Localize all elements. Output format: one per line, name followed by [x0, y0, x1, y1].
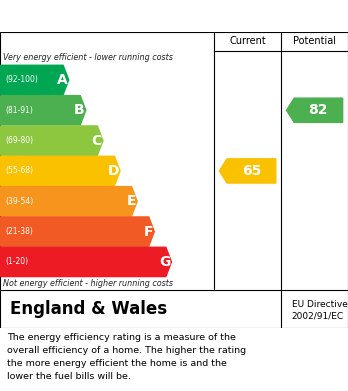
Text: Not energy efficient - higher running costs: Not energy efficient - higher running co…	[3, 279, 174, 288]
Text: England & Wales: England & Wales	[10, 300, 168, 318]
Polygon shape	[1, 96, 86, 125]
Text: EU Directive: EU Directive	[292, 300, 348, 309]
Text: Potential: Potential	[293, 36, 336, 46]
Text: C: C	[92, 134, 102, 147]
Text: E: E	[127, 194, 136, 208]
Text: Current: Current	[229, 36, 266, 46]
Polygon shape	[286, 98, 343, 122]
Text: (69-80): (69-80)	[5, 136, 33, 145]
Text: F: F	[144, 224, 153, 239]
Text: 65: 65	[242, 164, 261, 178]
Text: (1-20): (1-20)	[5, 257, 28, 266]
Text: B: B	[74, 103, 85, 117]
Text: Energy Efficiency Rating: Energy Efficiency Rating	[10, 9, 220, 23]
Text: (21-38): (21-38)	[5, 227, 33, 236]
Polygon shape	[1, 126, 103, 155]
Text: (81-91): (81-91)	[5, 106, 33, 115]
Polygon shape	[1, 187, 137, 216]
Text: (55-68): (55-68)	[5, 167, 33, 176]
Text: (39-54): (39-54)	[5, 197, 33, 206]
Text: 82: 82	[308, 103, 327, 117]
Text: A: A	[57, 73, 68, 87]
Polygon shape	[1, 65, 69, 95]
Text: The energy efficiency rating is a measure of the
overall efficiency of a home. T: The energy efficiency rating is a measur…	[7, 333, 246, 380]
Polygon shape	[219, 159, 276, 183]
Polygon shape	[1, 217, 154, 246]
Text: Very energy efficient - lower running costs: Very energy efficient - lower running co…	[3, 53, 173, 62]
Polygon shape	[1, 247, 172, 276]
Text: G: G	[159, 255, 171, 269]
Polygon shape	[1, 156, 120, 186]
Text: 2002/91/EC: 2002/91/EC	[292, 311, 344, 320]
Text: (92-100): (92-100)	[5, 75, 38, 84]
Text: D: D	[108, 164, 119, 178]
